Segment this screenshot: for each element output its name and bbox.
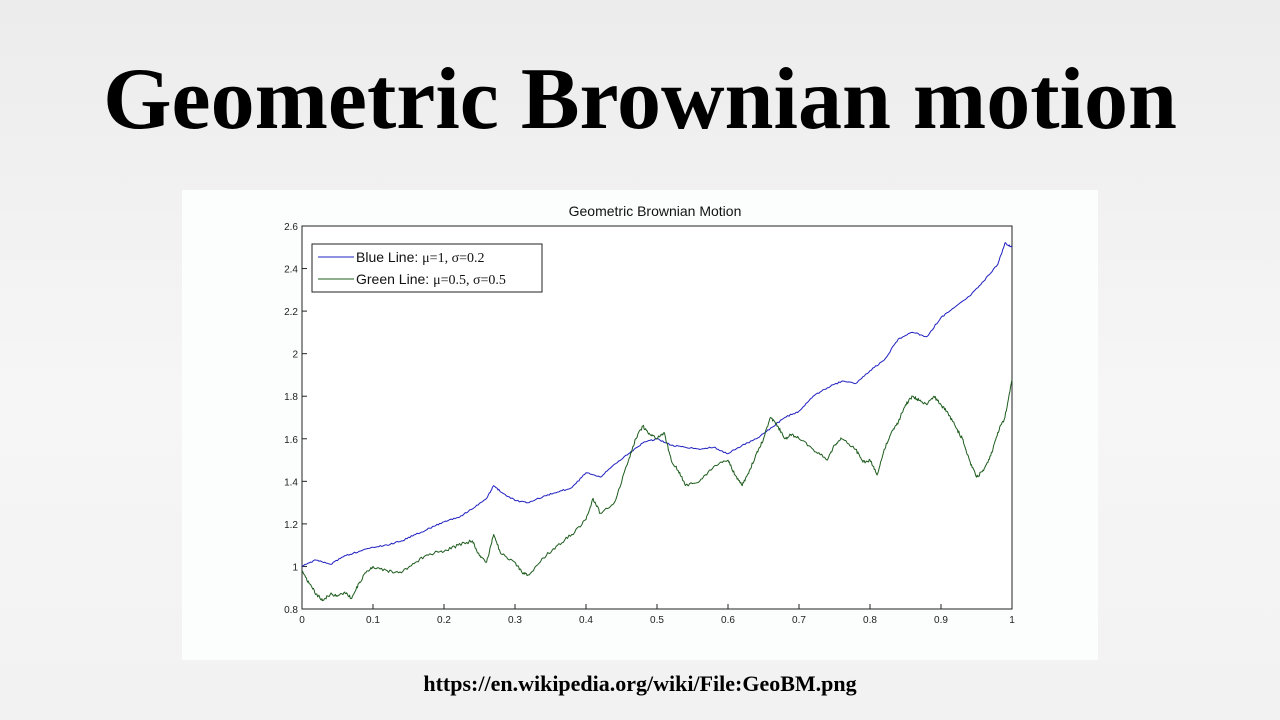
x-tick-label: 1 (1009, 615, 1015, 626)
y-tick-label: 2.6 (284, 222, 298, 233)
x-tick-label: 0.4 (579, 615, 593, 626)
x-tick-label: 0 (299, 615, 305, 626)
y-tick-label: 1 (292, 562, 298, 573)
source-link[interactable]: https://en.wikipedia.org/wiki/File:GeoBM… (423, 671, 857, 696)
slide-title: Geometric Brownian motion (103, 51, 1177, 148)
y-tick-label: 1.6 (284, 435, 298, 446)
y-tick-label: 2.2 (284, 307, 298, 318)
x-tick-label: 0.6 (721, 615, 735, 626)
chart-figure: Geometric Brownian Motion 0 0.1 0.2 0.3 0.4 0… (182, 190, 1098, 660)
legend-params-green: μ=0.5, σ=0.5 (433, 273, 506, 288)
y-tick-label: 0.8 (284, 605, 298, 616)
legend-box (311, 243, 543, 293)
x-tick-label: 0.9 (934, 615, 948, 626)
y-tick-label: 1.4 (284, 477, 298, 488)
y-tick-label: 2.4 (284, 265, 298, 276)
chart-title: Geometric Brownian Motion (569, 203, 742, 219)
y-tick-label: 1.8 (284, 392, 298, 403)
legend-entry-green: Green Line: μ=0.5, σ=0.5 (356, 271, 506, 288)
x-tick-label: 0.8 (863, 615, 877, 626)
legend-prefix-blue: Blue Line: (356, 249, 422, 265)
x-tick-label: 0.2 (437, 615, 451, 626)
line-chart: Geometric Brownian Motion 0 0.1 0.2 0.3 0.4 0… (284, 203, 1015, 626)
legend-params-blue: μ=1, σ=0.2 (422, 251, 484, 266)
y-tick-label: 2 (292, 350, 298, 361)
legend: Blue Line: μ=1, σ=0.2 Green Line: μ=0.5,… (311, 243, 543, 293)
x-tick-label: 0.7 (792, 615, 806, 626)
x-tick-label: 0.1 (366, 615, 380, 626)
series-lines (301, 242, 1013, 602)
x-tick-label: 0.3 (508, 615, 522, 626)
x-tick-label: 0.5 (650, 615, 664, 626)
axes-ticks: 0 0.1 0.2 0.3 0.4 0.5 0.6 0.7 0.8 0.9 1 0.8 1 1.2 1.4 1… (284, 222, 1015, 626)
legend-prefix-green: Green Line: (356, 271, 433, 287)
legend-entry-blue: Blue Line: μ=1, σ=0.2 (356, 249, 485, 266)
series-line-green (301, 379, 1013, 602)
y-tick-label: 1.2 (284, 520, 298, 531)
